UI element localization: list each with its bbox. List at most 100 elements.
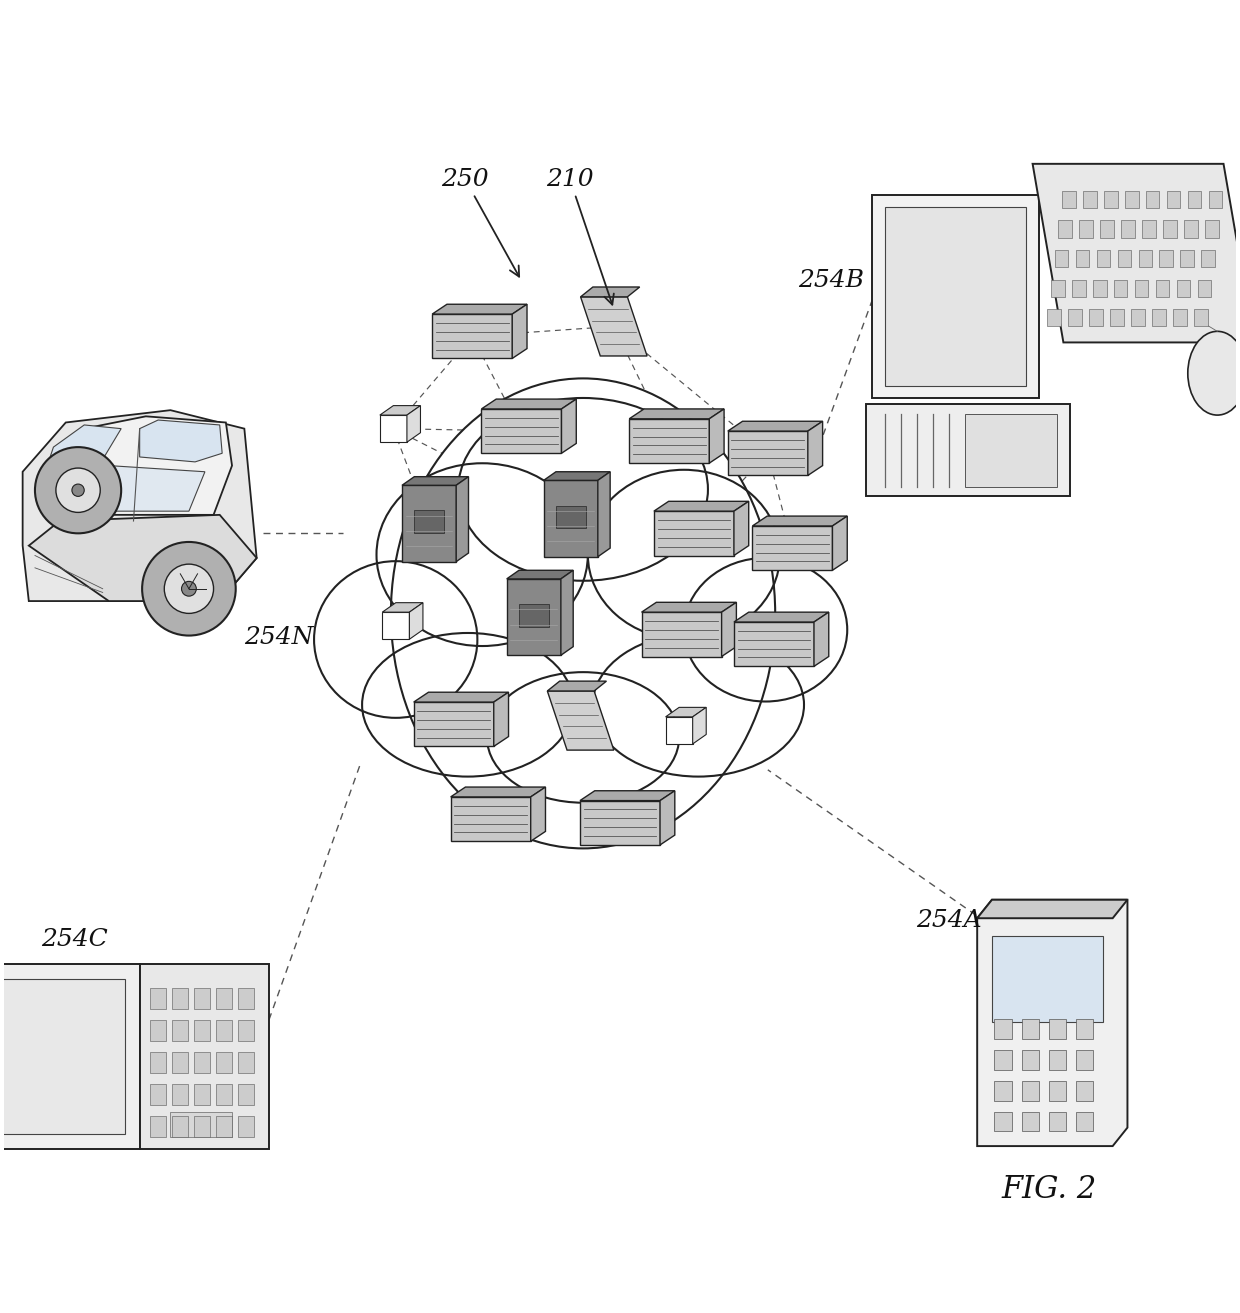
Polygon shape	[666, 708, 707, 717]
Bar	[216, 987, 232, 1008]
Bar	[150, 1116, 165, 1137]
Bar	[1142, 221, 1156, 238]
Bar	[171, 1020, 187, 1041]
Bar	[1138, 249, 1152, 268]
Ellipse shape	[593, 633, 804, 776]
Bar	[171, 1052, 187, 1073]
Ellipse shape	[377, 463, 588, 646]
Polygon shape	[598, 471, 610, 557]
Circle shape	[56, 467, 100, 512]
Bar	[1121, 221, 1135, 238]
Polygon shape	[813, 612, 828, 667]
Bar	[1202, 249, 1215, 268]
Polygon shape	[653, 502, 749, 511]
Polygon shape	[433, 305, 527, 314]
Bar	[1076, 1050, 1092, 1070]
Polygon shape	[1033, 164, 1240, 343]
Bar	[238, 1085, 254, 1104]
Bar	[216, 1020, 232, 1041]
Bar	[1104, 190, 1117, 209]
Bar	[1159, 249, 1173, 268]
Ellipse shape	[314, 561, 477, 718]
Polygon shape	[414, 692, 508, 702]
Text: 210: 210	[546, 168, 614, 305]
Bar	[1079, 221, 1092, 238]
Bar	[1188, 190, 1202, 209]
Bar	[1131, 309, 1145, 327]
Text: FIG. 2: FIG. 2	[1002, 1174, 1097, 1205]
Bar	[1049, 1019, 1066, 1039]
Bar	[1049, 1081, 1066, 1100]
Bar	[1022, 1019, 1039, 1039]
Polygon shape	[629, 408, 724, 419]
Circle shape	[72, 484, 84, 496]
Bar	[171, 1085, 187, 1104]
Polygon shape	[560, 570, 573, 655]
Ellipse shape	[391, 378, 775, 848]
Bar	[1069, 309, 1081, 327]
Polygon shape	[494, 692, 508, 746]
Polygon shape	[382, 603, 423, 612]
Polygon shape	[580, 297, 647, 356]
Bar	[518, 604, 548, 628]
Bar	[1209, 190, 1223, 209]
Polygon shape	[29, 515, 257, 601]
Bar	[994, 1081, 1012, 1100]
Polygon shape	[728, 421, 822, 431]
Bar	[994, 1112, 1012, 1132]
Ellipse shape	[1188, 331, 1240, 415]
Bar	[1135, 280, 1148, 297]
Bar	[171, 987, 187, 1008]
Bar	[1125, 190, 1138, 209]
Bar	[1076, 1112, 1092, 1132]
Bar	[965, 414, 1058, 487]
Bar	[653, 511, 734, 555]
Bar	[1146, 190, 1159, 209]
Polygon shape	[562, 399, 577, 453]
Circle shape	[181, 582, 196, 596]
Polygon shape	[807, 421, 822, 475]
Bar	[193, 1116, 210, 1137]
Bar	[753, 527, 832, 570]
Circle shape	[164, 565, 213, 613]
Text: 254B: 254B	[799, 269, 864, 291]
Polygon shape	[734, 612, 828, 622]
Bar	[150, 987, 165, 1008]
Bar	[1156, 280, 1169, 297]
Bar	[171, 1116, 187, 1137]
Bar	[1049, 1050, 1066, 1070]
Polygon shape	[547, 691, 614, 750]
Bar	[216, 1116, 232, 1137]
Polygon shape	[734, 502, 749, 555]
Bar	[193, 987, 210, 1008]
Polygon shape	[531, 786, 546, 842]
Polygon shape	[543, 471, 610, 481]
Polygon shape	[450, 786, 546, 797]
Polygon shape	[379, 406, 420, 415]
Polygon shape	[47, 416, 232, 521]
Polygon shape	[140, 420, 222, 462]
Polygon shape	[660, 790, 675, 846]
Ellipse shape	[684, 558, 847, 701]
Bar	[1096, 249, 1110, 268]
Bar	[1092, 280, 1106, 297]
Polygon shape	[407, 406, 420, 442]
Bar	[728, 431, 807, 475]
Bar	[1089, 309, 1102, 327]
Bar	[216, 1052, 232, 1073]
Bar	[193, 1020, 210, 1041]
Polygon shape	[693, 708, 707, 744]
Polygon shape	[580, 790, 675, 801]
Bar	[1076, 1081, 1092, 1100]
Polygon shape	[709, 408, 724, 463]
Bar	[1063, 190, 1076, 209]
Polygon shape	[22, 410, 257, 601]
Polygon shape	[977, 899, 1127, 918]
Bar	[1049, 1112, 1066, 1132]
Bar	[1100, 221, 1114, 238]
Polygon shape	[722, 603, 737, 656]
Bar	[556, 506, 585, 528]
Bar	[0, 979, 125, 1134]
Polygon shape	[753, 516, 847, 527]
Bar	[414, 702, 494, 746]
